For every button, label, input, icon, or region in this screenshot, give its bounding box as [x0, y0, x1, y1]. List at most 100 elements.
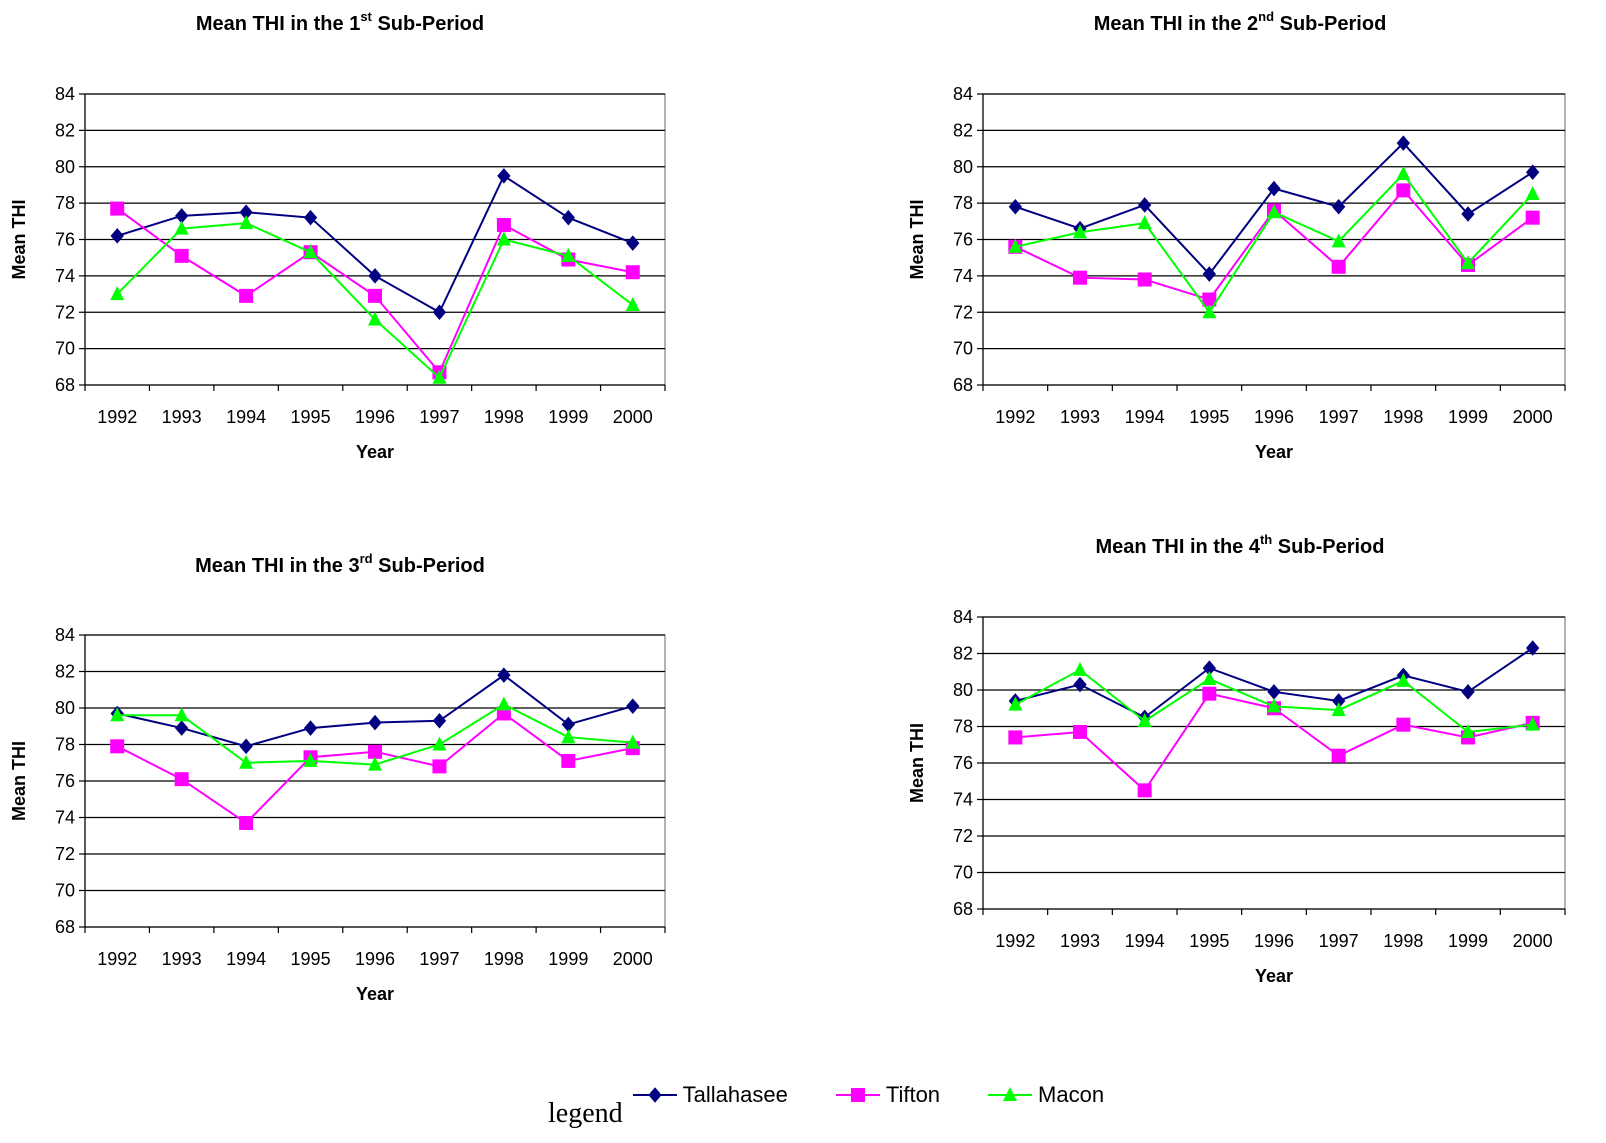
x-tick-label: 1997: [1319, 407, 1359, 427]
data-point-macon: [1202, 671, 1217, 686]
x-tick-label: 2000: [1513, 931, 1553, 951]
x-tick-label: 1995: [1189, 931, 1229, 951]
data-point-macon: [1331, 233, 1346, 248]
data-point-macon: [1267, 698, 1281, 713]
legend-title: legend: [548, 1098, 623, 1129]
y-tick-label: 80: [953, 680, 973, 700]
data-point-macon: [1461, 723, 1475, 738]
data-point-tifton: [432, 759, 447, 774]
chart-title: Mean THI in the 2nd Sub-Period: [1094, 9, 1387, 35]
square-marker-icon: [835, 1088, 880, 1102]
legend-label: Tallahasee: [682, 1082, 788, 1107]
data-point-macon: [303, 244, 318, 259]
y-tick-label: 80: [953, 157, 973, 177]
x-axis-label: Year: [356, 984, 394, 1004]
data-point-macon: [561, 729, 576, 744]
y-tick-label: 80: [55, 157, 75, 177]
x-tick-label: 1997: [419, 407, 459, 427]
x-axis-label: Year: [1255, 442, 1293, 462]
x-tick-label: 2000: [613, 407, 653, 427]
data-point-tallahasee: [1461, 684, 1475, 700]
data-point-macon: [625, 734, 640, 749]
x-tick-label: 1993: [162, 407, 202, 427]
x-tick-label: 1995: [1189, 407, 1229, 427]
y-tick-label: 76: [55, 771, 75, 791]
data-point-macon: [496, 231, 511, 246]
data-point-tifton: [174, 772, 189, 787]
x-tick-label: 1993: [1060, 407, 1100, 427]
data-point-tallahasee: [368, 714, 382, 731]
data-point-macon: [1137, 713, 1152, 728]
y-tick-label: 74: [55, 266, 75, 286]
y-tick-label: 78: [55, 735, 75, 755]
chart-panel-1: Mean THI in the 1st Sub-Period 68 70 72 74 76…: [9, 9, 666, 462]
data-point-tallahasee: [1138, 197, 1152, 213]
x-tick-label: 1998: [484, 949, 524, 969]
x-tick-label: 1993: [1060, 931, 1100, 951]
data-point-macon: [625, 296, 640, 311]
data-point-tallahasee: [1073, 676, 1087, 693]
y-tick-label: 70: [953, 339, 973, 359]
data-point-tifton: [1396, 183, 1411, 198]
data-point-macon: [174, 707, 189, 722]
data-point-tifton: [1331, 259, 1346, 274]
x-tick-label: 1995: [291, 949, 331, 969]
data-point-macon: [432, 369, 447, 384]
chart-title: Mean THI in the 3rd Sub-Period: [195, 551, 485, 577]
data-point-macon: [174, 220, 189, 235]
x-tick-label: 2000: [1513, 407, 1553, 427]
y-tick-label: 76: [953, 753, 973, 773]
y-tick-label: 74: [953, 790, 973, 810]
y-tick-label: 84: [55, 625, 75, 645]
y-tick-label: 76: [55, 230, 75, 250]
x-tick-label: 1994: [1125, 407, 1165, 427]
y-axis-label: Mean THI: [9, 199, 29, 279]
y-tick-label: 70: [55, 339, 75, 359]
data-point-tallahasee: [497, 667, 511, 683]
y-tick-label: 72: [953, 302, 973, 322]
data-point-tifton: [496, 217, 511, 232]
data-point-tallahasee: [1396, 135, 1410, 151]
y-axis-label: Mean THI: [907, 199, 927, 279]
data-point-macon: [1396, 166, 1411, 181]
x-tick-label: 1994: [1125, 931, 1165, 951]
y-tick-label: 82: [953, 120, 973, 140]
legend-label: Tifton: [885, 1082, 941, 1107]
chart-panel-4: Mean THI in the 4th Sub-Period 68 70 72 74 76…: [907, 532, 1566, 986]
x-tick-label: 1994: [226, 949, 266, 969]
x-tick-label: 1992: [995, 931, 1035, 951]
data-point-tallahasee: [1332, 198, 1346, 215]
legend-item-tallahasee: Tallahasee: [631, 1082, 788, 1108]
data-point-macon: [110, 286, 125, 301]
data-point-macon: [1461, 255, 1475, 270]
y-tick-label: 78: [953, 717, 973, 737]
chart-panel-2: Mean THI in the 2nd Sub-Period 68 70 72 74 76…: [907, 9, 1566, 462]
y-tick-label: 68: [953, 899, 973, 919]
data-point-tifton: [368, 744, 382, 759]
data-point-macon: [1073, 661, 1087, 676]
data-point-tifton: [1137, 783, 1152, 798]
legend-item-tifton: Tifton: [834, 1082, 940, 1108]
y-tick-label: 82: [55, 120, 75, 140]
legend-marker: [850, 1088, 865, 1102]
x-tick-label: 1996: [355, 407, 395, 427]
y-axis-label: Mean THI: [907, 723, 927, 803]
data-point-macon: [368, 311, 382, 326]
y-tick-label: 76: [953, 230, 973, 250]
x-tick-label: 1992: [97, 949, 137, 969]
legend: legend Tallahasee Tifton Macon: [548, 1082, 1150, 1130]
y-tick-label: 84: [55, 84, 75, 104]
x-tick-label: 2000: [613, 949, 653, 969]
data-point-macon: [1525, 186, 1540, 201]
y-tick-label: 74: [55, 808, 75, 828]
data-point-tifton: [239, 288, 254, 303]
series-line-tallahasee: [117, 673, 634, 748]
data-point-macon: [1008, 696, 1023, 711]
data-point-tifton: [239, 815, 254, 830]
x-axis-label: Year: [356, 442, 394, 462]
x-tick-label: 1997: [1319, 931, 1359, 951]
data-point-tifton: [1073, 270, 1087, 285]
x-tick-label: 1997: [419, 949, 459, 969]
x-tick-label: 1999: [548, 407, 588, 427]
data-point-tallahasee: [303, 209, 318, 226]
